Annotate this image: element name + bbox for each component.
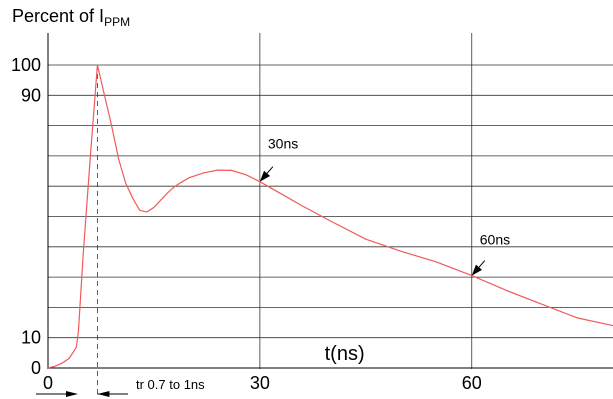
arrow-30ns-head [259, 170, 271, 182]
waveform-line [47, 64, 613, 369]
chart-title-text: Percent of I [12, 6, 105, 26]
x-tick-label: 30 [250, 373, 270, 393]
y-tick-label: 90 [21, 85, 41, 105]
y-tick-label: 0 [31, 358, 41, 378]
y-tick-label: 100 [11, 55, 41, 75]
annotation-rise-time: tr 0.7 to 1ns [136, 377, 205, 392]
rise-time-left-arrow [66, 391, 78, 397]
x-axis-label: t(ns) [325, 343, 365, 365]
chart-title-subscript: PPM [104, 15, 131, 29]
chart-title: Percent of IPPM [12, 6, 130, 29]
x-tick-label: 60 [462, 373, 482, 393]
arrow-60ns-shaft [478, 260, 486, 268]
arrow-30ns-shaft [266, 166, 274, 174]
annotation-60ns: 60ns [480, 232, 510, 248]
arrow-60ns-head [471, 264, 482, 276]
rise-time-right-arrow [97, 391, 110, 397]
x-tick-label: 0 [43, 373, 53, 393]
annotation-30ns: 30ns [268, 136, 298, 152]
y-tick-label: 10 [21, 328, 41, 348]
